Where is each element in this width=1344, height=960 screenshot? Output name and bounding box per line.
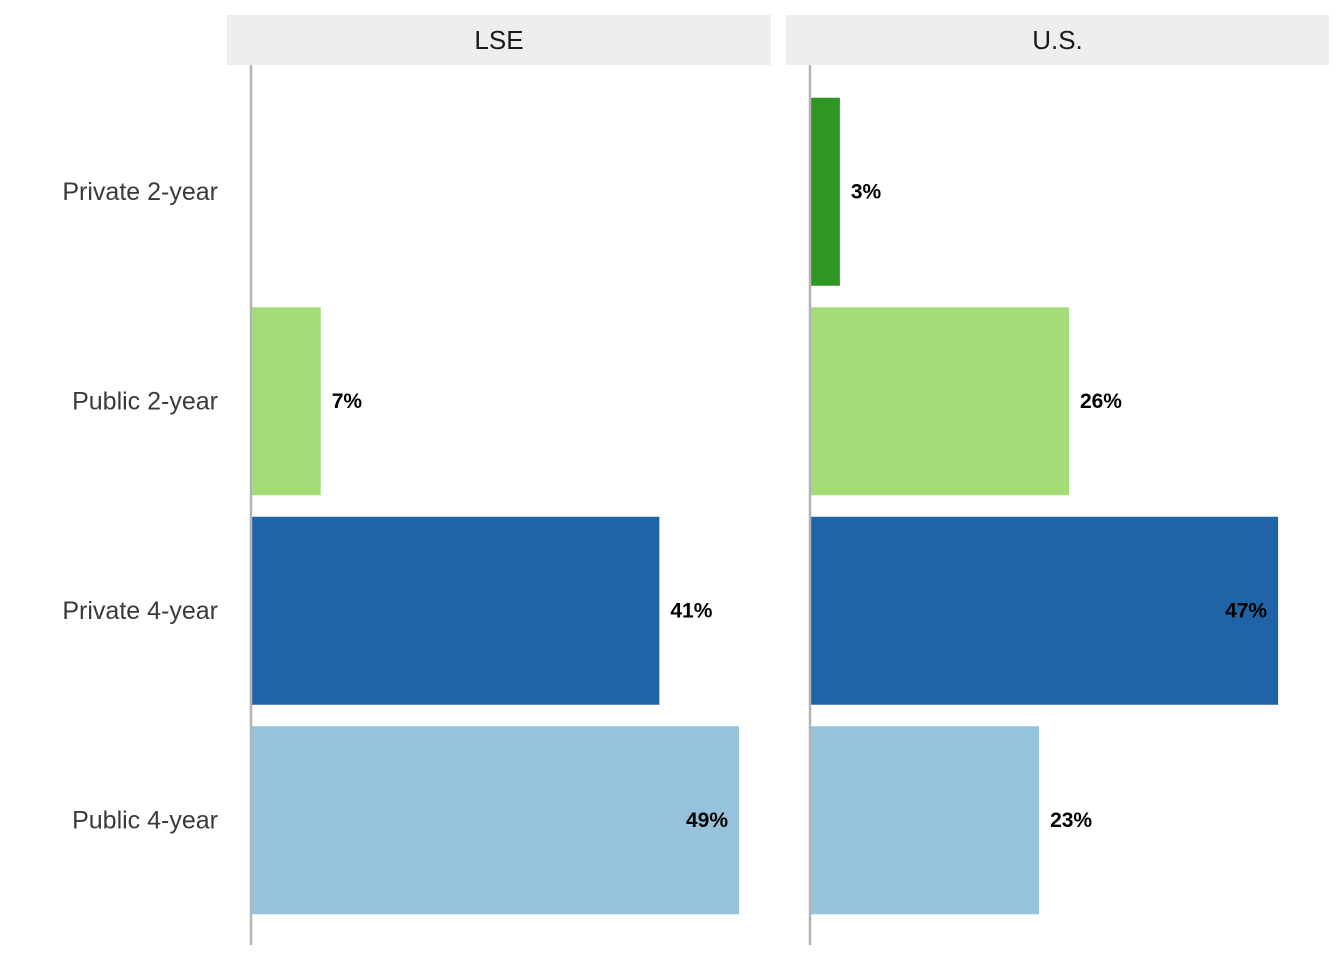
bar xyxy=(810,307,1069,496)
facet-strip xyxy=(227,15,771,65)
category-label: Public 2-year xyxy=(72,387,218,415)
bar xyxy=(251,726,740,915)
facet-strip xyxy=(786,15,1329,65)
data-label: 49% xyxy=(686,809,728,832)
bar xyxy=(251,516,660,705)
data-label: 23% xyxy=(1050,809,1092,832)
category-label: Private 4-year xyxy=(62,597,218,625)
facet-title: U.S. xyxy=(1032,25,1083,55)
data-label: 3% xyxy=(851,180,882,203)
facet-title: LSE xyxy=(474,25,523,55)
data-label: 41% xyxy=(670,599,712,622)
bar xyxy=(810,97,840,286)
category-label: Private 2-year xyxy=(62,178,218,206)
data-label: 47% xyxy=(1225,599,1267,622)
bar xyxy=(810,726,1040,915)
data-label: 26% xyxy=(1080,390,1122,413)
data-label: 7% xyxy=(332,390,363,413)
bar xyxy=(810,516,1279,705)
category-label: Public 4-year xyxy=(72,806,218,834)
bar xyxy=(251,307,321,496)
